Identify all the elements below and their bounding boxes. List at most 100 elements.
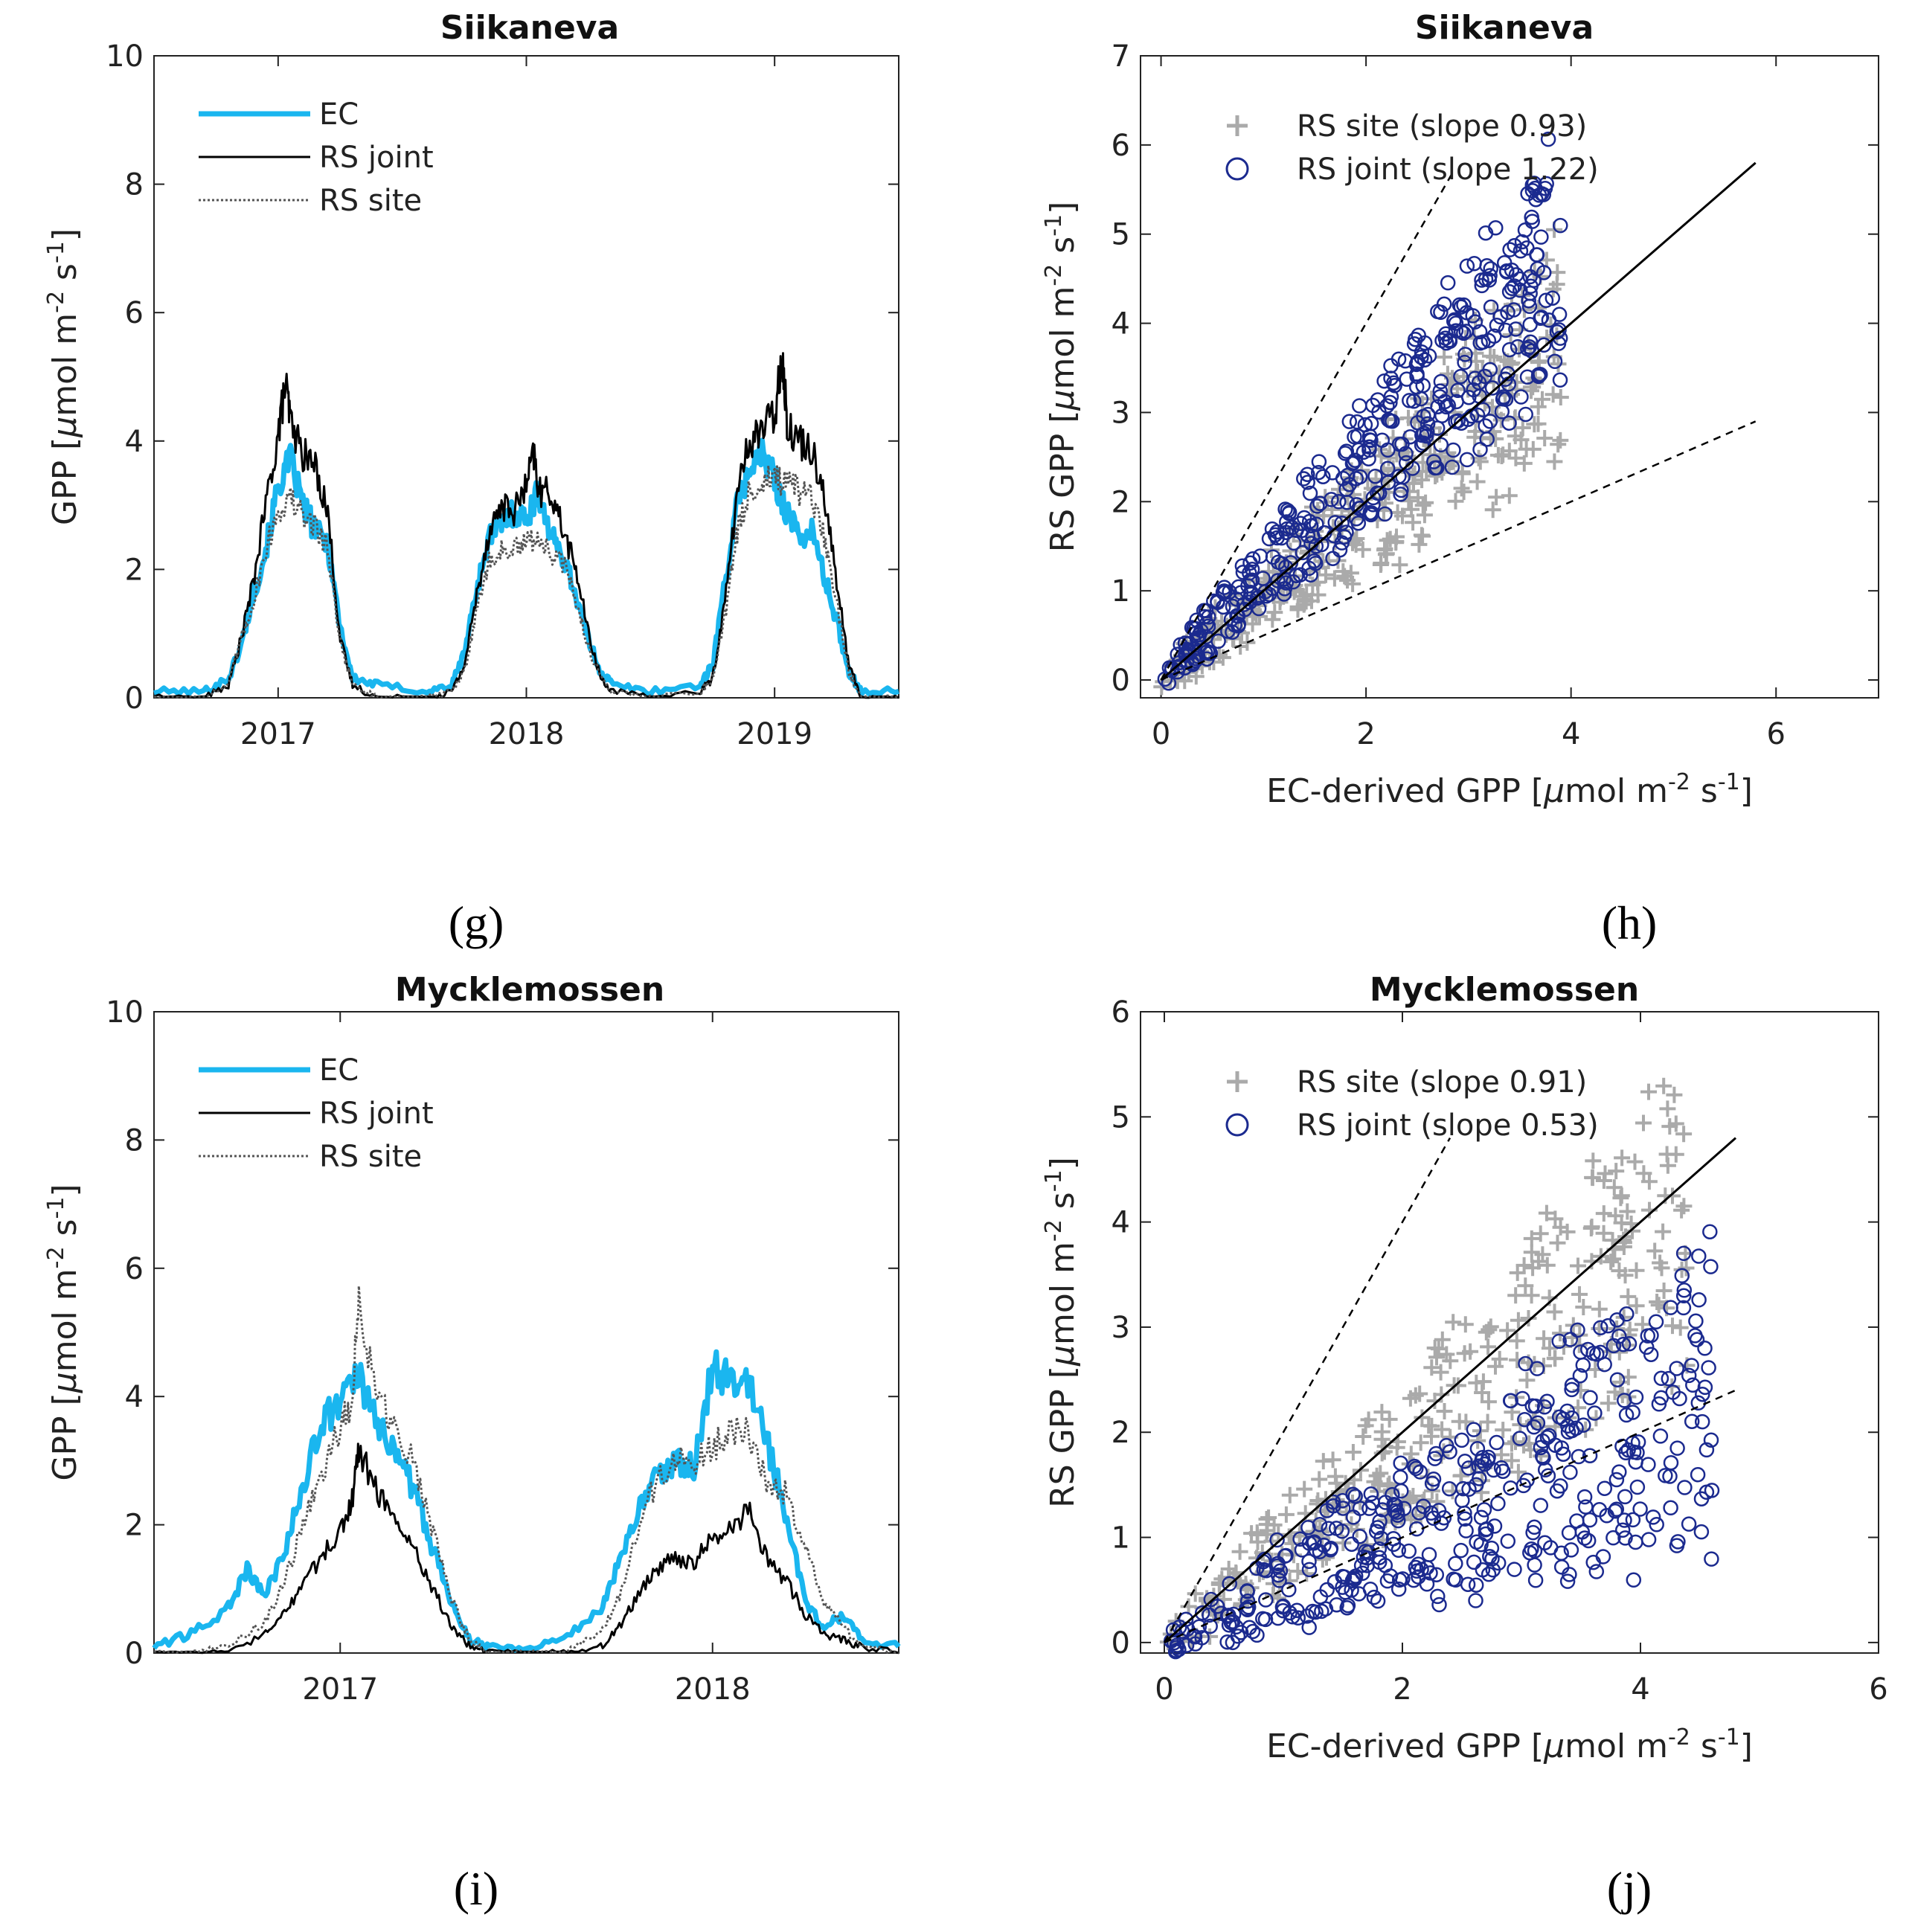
data-point-rs-joint (1562, 1464, 1578, 1480)
reference-dashed-line (1161, 420, 1757, 681)
data-point-rs-joint (1387, 377, 1402, 394)
data-point-rs-site (1510, 1312, 1527, 1329)
y-tick-label: 6 (125, 1252, 144, 1286)
data-point-rs-joint (1225, 598, 1241, 614)
data-point-rs-joint (1479, 257, 1495, 274)
data-point-rs-joint (1524, 1541, 1539, 1557)
data-point-rs-joint (1563, 1542, 1579, 1558)
data-point-rs-joint (1615, 1336, 1632, 1352)
data-point-rs-site (1403, 501, 1420, 518)
data-point-rs-joint (1300, 466, 1315, 482)
y-tick-label: 2 (1112, 1416, 1130, 1450)
data-point-rs-joint (1552, 372, 1568, 388)
data-point-rs-site (1423, 1359, 1440, 1376)
data-point-rs-site (1416, 507, 1433, 524)
data-point-rs-site (1469, 473, 1486, 490)
y-axis-label: RS GPP [μmol m-2 s-1] (1041, 1157, 1082, 1508)
data-point-rs-joint (1541, 312, 1557, 328)
data-point-rs-joint (1295, 545, 1311, 561)
data-point-rs-joint (1536, 265, 1552, 280)
data-point-rs-site (1242, 1579, 1260, 1596)
plot-frame (153, 55, 899, 699)
data-point-rs-joint (1547, 353, 1563, 370)
x-tick-label: 0 (1152, 717, 1170, 751)
data-point-rs-joint (1311, 454, 1327, 469)
data-point-rs-joint (1171, 1642, 1187, 1657)
data-point-rs-joint (1383, 370, 1399, 386)
data-point-rs-joint (1217, 585, 1233, 600)
data-point-rs-joint (1629, 1479, 1646, 1495)
data-point-rs-site (1595, 1225, 1612, 1242)
data-point-rs-joint (1425, 1510, 1442, 1527)
data-point-rs-joint (1428, 1567, 1445, 1582)
data-point-rs-joint (1413, 391, 1429, 407)
data-point-rs-joint (1308, 1604, 1324, 1620)
data-point-rs-site (1357, 1417, 1374, 1434)
data-point-rs-joint (1242, 555, 1258, 571)
data-point-rs-joint (1315, 469, 1331, 484)
data-point-rs-site (1468, 1374, 1485, 1391)
data-point-rs-joint (1495, 389, 1512, 405)
data-point-rs-joint (1412, 1464, 1428, 1480)
data-point-rs-site (1649, 1294, 1666, 1310)
data-point-rs-site (1355, 1428, 1372, 1445)
data-point-rs-site (1515, 455, 1533, 472)
data-point-rs-site (1180, 1598, 1197, 1615)
panel-g-timeseries: Siikaneva (g) 0 2 4 6 8 10 2017 2018 2019 GPP [μm… (43, 9, 899, 949)
data-point-rs-joint (1303, 567, 1319, 583)
data-point-rs-joint (1276, 586, 1292, 602)
data-point-rs-joint (1292, 516, 1309, 531)
data-point-rs-joint (1608, 1501, 1625, 1518)
data-point-rs-joint (1275, 1602, 1291, 1619)
data-point-rs-site (1249, 1527, 1266, 1544)
data-point-rs-site (1515, 1257, 1533, 1274)
data-point-rs-joint (1355, 1565, 1370, 1582)
data-point-rs-joint (1433, 437, 1449, 453)
data-point-rs-joint (1420, 416, 1436, 431)
data-point-rs-joint (1309, 498, 1325, 514)
data-point-rs-joint (1452, 297, 1468, 313)
data-point-rs-site (1507, 428, 1524, 445)
data-point-rs-joint (1391, 436, 1408, 452)
data-point-rs-site (1600, 1395, 1617, 1412)
data-point-rs-joint (1395, 1571, 1411, 1587)
data-point-rs-joint (1448, 1572, 1463, 1588)
data-point-rs-site (1281, 1486, 1298, 1503)
data-point-rs-joint (1309, 516, 1324, 532)
y-axis-label: GPP [μmol m-2 s-1] (43, 228, 85, 525)
data-point-rs-site (1328, 1474, 1345, 1492)
data-point-rs-joint (1444, 459, 1460, 475)
data-point-rs-joint (1270, 1567, 1286, 1583)
data-point-rs-joint (1504, 280, 1520, 297)
y-tick-label: 8 (125, 168, 144, 202)
data-point-rs-joint (1457, 1511, 1473, 1527)
data-point-rs-site (1655, 1077, 1672, 1094)
data-point-rs-site (1510, 1463, 1527, 1480)
y-axis-label: RS GPP [μmol m-2 s-1] (1041, 202, 1082, 553)
data-point-rs-joint (1408, 1460, 1424, 1477)
data-point-rs-joint (1626, 1572, 1642, 1588)
x-tick-label: 2017 (302, 1672, 378, 1707)
data-point-rs-joint (1478, 1526, 1494, 1542)
data-point-rs-joint (1432, 383, 1449, 399)
data-point-rs-site (1619, 1203, 1636, 1220)
data-point-rs-joint (1489, 1434, 1504, 1451)
data-point-rs-joint (1373, 1530, 1389, 1546)
data-point-rs-joint (1344, 1582, 1359, 1598)
panel-j-title: Mycklemossen (1370, 971, 1639, 1009)
legend-label: RS joint (319, 141, 434, 175)
data-point-rs-joint (1466, 1554, 1482, 1570)
data-point-rs-joint (1278, 524, 1295, 540)
data-point-rs-joint (1645, 1509, 1661, 1525)
data-point-rs-joint (1458, 1523, 1474, 1538)
data-point-rs-site (1655, 1283, 1672, 1299)
data-point-rs-site (1344, 1444, 1361, 1460)
data-point-rs-joint (1699, 1484, 1715, 1501)
data-point-rs-joint (1576, 1530, 1593, 1546)
data-point-rs-site (1514, 420, 1531, 436)
data-point-rs-joint (1498, 371, 1513, 388)
data-point-rs-joint (1486, 1518, 1503, 1534)
y-tick-label: 3 (1112, 396, 1130, 430)
y-tick-label: 2 (125, 553, 144, 587)
data-point-rs-joint (1440, 397, 1456, 414)
